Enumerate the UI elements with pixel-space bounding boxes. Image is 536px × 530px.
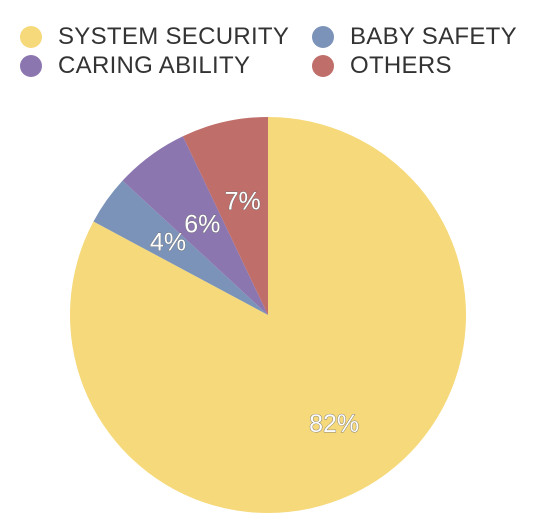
pie-slice-caring-ability: [122, 136, 268, 315]
pie-slice-system-security: [69, 117, 466, 513]
legend-label: BABY SAFETY: [350, 23, 517, 50]
pie-slice-others: [182, 117, 268, 315]
legend-label: SYSTEM SECURITY: [58, 23, 290, 50]
legend-label: CARING ABILITY: [58, 52, 251, 79]
legend-label: OTHERS: [350, 52, 452, 79]
pie-slice-label: 82%: [309, 410, 359, 438]
legend-item-system-security: SYSTEM SECURITY: [20, 22, 289, 52]
legend-swatch-icon: [312, 55, 334, 77]
pie-slice-label: 4%: [150, 228, 186, 256]
legend-item-caring-ability: CARING ABILITY: [20, 51, 250, 81]
pie-slice-labels: 82% 4%6%7%: [150, 187, 360, 438]
legend-swatch-icon: [20, 55, 42, 77]
pie-slices: [69, 117, 466, 513]
chart-legend: SYSTEM SECURITY BABY SAFETY CARING ABILI…: [0, 0, 536, 100]
legend-item-others: OTHERS: [312, 51, 452, 81]
legend-item-baby-safety: BABY SAFETY: [312, 22, 517, 52]
legend-swatch-icon: [312, 26, 334, 48]
pie-slice-label: 6%: [184, 210, 220, 238]
legend-swatch-icon: [20, 26, 42, 48]
pie-slice-label: 7%: [225, 188, 261, 216]
pie-slice-baby-safety: [93, 180, 268, 315]
